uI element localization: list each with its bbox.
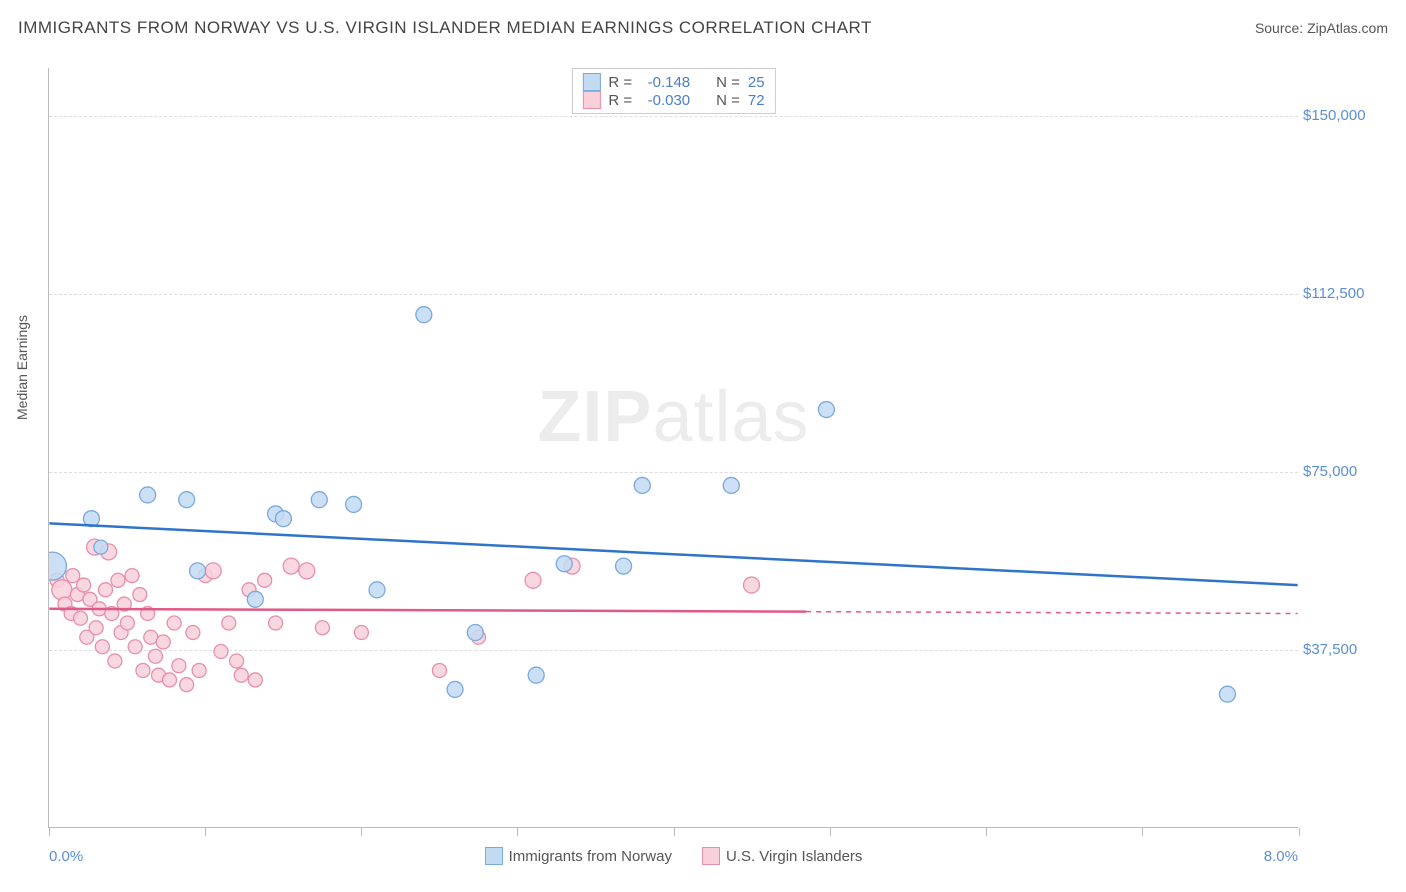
legend-series: Immigrants from Norway U.S. Virgin Islan…: [49, 847, 1298, 865]
legend-row-usvi: R = -0.030 N = 72: [582, 91, 764, 109]
legend-item-usvi: U.S. Virgin Islanders: [702, 847, 862, 865]
n-value-usvi: 72: [748, 92, 765, 109]
legend-item-norway: Immigrants from Norway: [485, 847, 672, 865]
scatter-svg: [49, 68, 1298, 827]
y-tick-label: $112,500: [1303, 285, 1378, 302]
y-tick-label: $37,500: [1303, 641, 1378, 658]
r-value-norway: -0.148: [640, 74, 690, 91]
x-tick-label: 0.0%: [49, 848, 83, 865]
y-tick-label: $150,000: [1303, 107, 1378, 124]
legend-row-norway: R = -0.148 N = 25: [582, 73, 764, 91]
x-tick-label: 8.0%: [1264, 848, 1298, 865]
legend-label-usvi: U.S. Virgin Islanders: [726, 848, 862, 865]
y-tick-label: $75,000: [1303, 463, 1378, 480]
swatch-norway-icon: [485, 847, 503, 865]
chart-title: IMMIGRANTS FROM NORWAY VS U.S. VIRGIN IS…: [18, 18, 872, 38]
r-label-norway: R =: [608, 74, 632, 91]
n-label-usvi: N =: [716, 92, 740, 109]
y-axis-label: Median Earnings: [14, 315, 30, 420]
r-value-usvi: -0.030: [640, 92, 690, 109]
swatch-usvi-icon: [582, 91, 600, 109]
legend-label-norway: Immigrants from Norway: [509, 848, 672, 865]
n-value-norway: 25: [748, 74, 765, 91]
plot-area: ZIPatlas R = -0.148 N = 25 R = -0.030 N …: [48, 68, 1298, 828]
source-label: Source: ZipAtlas.com: [1255, 20, 1388, 36]
legend-correlation: R = -0.148 N = 25 R = -0.030 N = 72: [571, 68, 775, 114]
n-label-norway: N =: [716, 74, 740, 91]
r-label-usvi: R =: [608, 92, 632, 109]
swatch-norway-icon: [582, 73, 600, 91]
swatch-usvi-icon: [702, 847, 720, 865]
